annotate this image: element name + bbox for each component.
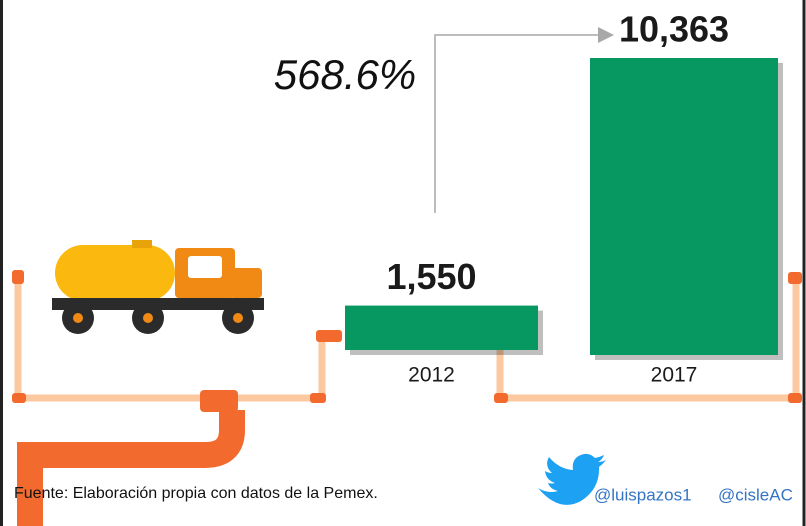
pipe-joint bbox=[788, 393, 802, 403]
pipe-joint bbox=[310, 393, 326, 403]
value-label: 1,550 bbox=[386, 256, 476, 297]
window bbox=[188, 256, 222, 278]
handle: @luispazos1 bbox=[594, 485, 692, 504]
pipe-joint bbox=[494, 393, 508, 403]
hub bbox=[73, 313, 83, 323]
truck bbox=[52, 240, 264, 334]
hub bbox=[143, 313, 153, 323]
pipe-joint bbox=[316, 330, 342, 342]
bar bbox=[590, 58, 778, 355]
annotation: 568.6% bbox=[274, 51, 416, 98]
tank-cap bbox=[132, 240, 152, 248]
pipe-joint bbox=[12, 270, 24, 284]
pipe-joint bbox=[200, 390, 238, 412]
source: Fuente: Elaboración propia con datos de … bbox=[14, 485, 378, 502]
pipe-joint bbox=[788, 272, 802, 284]
tank bbox=[55, 245, 175, 301]
chart: 568.6% Fuente: Elaboración propia con da… bbox=[0, 0, 806, 526]
handle: @cisleAC bbox=[718, 485, 793, 504]
hood bbox=[230, 268, 262, 298]
bar bbox=[345, 306, 538, 350]
value-label: 10,363 bbox=[619, 9, 729, 50]
pipe-joint bbox=[12, 393, 26, 403]
category-label: 2017 bbox=[651, 364, 698, 387]
category-label: 2012 bbox=[408, 364, 455, 387]
hub bbox=[233, 313, 243, 323]
